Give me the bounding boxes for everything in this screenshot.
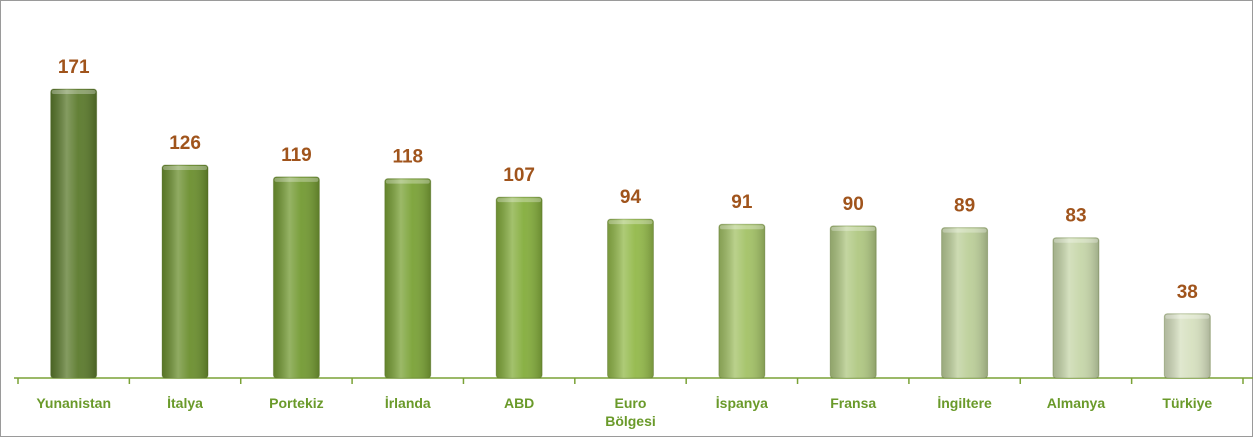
bar-cap xyxy=(719,225,764,230)
bar-cap xyxy=(51,90,96,95)
bar-shine xyxy=(830,225,877,378)
x-tick-label: Yunanistan xyxy=(36,395,112,411)
bar-cap xyxy=(1165,314,1210,319)
bar-cap xyxy=(942,228,987,233)
bar-cap xyxy=(385,179,430,184)
x-tick-label: İngiltere xyxy=(937,395,992,411)
value-label: 94 xyxy=(620,187,642,208)
value-label: 171 xyxy=(58,57,90,78)
x-tick-label: Almanya xyxy=(1046,395,1106,411)
value-label: 118 xyxy=(392,147,423,168)
bar-cap xyxy=(163,166,208,171)
x-tick-label: Türkiye xyxy=(1162,395,1213,411)
bar-cap xyxy=(831,226,876,231)
x-tick-label: İrlanda xyxy=(384,395,431,411)
value-label: 90 xyxy=(843,194,864,215)
x-tick-label: İspanya xyxy=(715,395,768,411)
bar-cap xyxy=(497,198,542,203)
bar-shine xyxy=(384,178,431,378)
bar-shine xyxy=(50,89,97,378)
bar-cap xyxy=(274,177,319,182)
value-label: 89 xyxy=(954,196,975,217)
value-label: 119 xyxy=(281,145,312,166)
value-label: 91 xyxy=(731,192,753,213)
bar-shine xyxy=(1052,237,1099,378)
value-label: 107 xyxy=(503,165,535,186)
bar-shine xyxy=(718,224,765,378)
bar-shine xyxy=(607,219,654,378)
x-tick-label: Fransa xyxy=(830,395,877,411)
bar-shine xyxy=(941,227,988,378)
bar-shine xyxy=(162,165,209,378)
bar-shine xyxy=(273,176,320,378)
x-tick-label: Portekiz xyxy=(269,395,324,411)
bar-cap xyxy=(608,220,653,225)
value-label: 83 xyxy=(1065,206,1086,227)
bar-shine xyxy=(496,197,543,378)
x-tick-label: ABD xyxy=(503,395,535,411)
bar-shine xyxy=(1164,313,1211,378)
value-label: 126 xyxy=(169,133,201,154)
x-tick-label: İtalya xyxy=(167,395,203,411)
value-label: 38 xyxy=(1177,282,1198,303)
bar-cap xyxy=(1053,238,1098,243)
x-tick-label: Euro Bölgesi xyxy=(605,395,656,429)
